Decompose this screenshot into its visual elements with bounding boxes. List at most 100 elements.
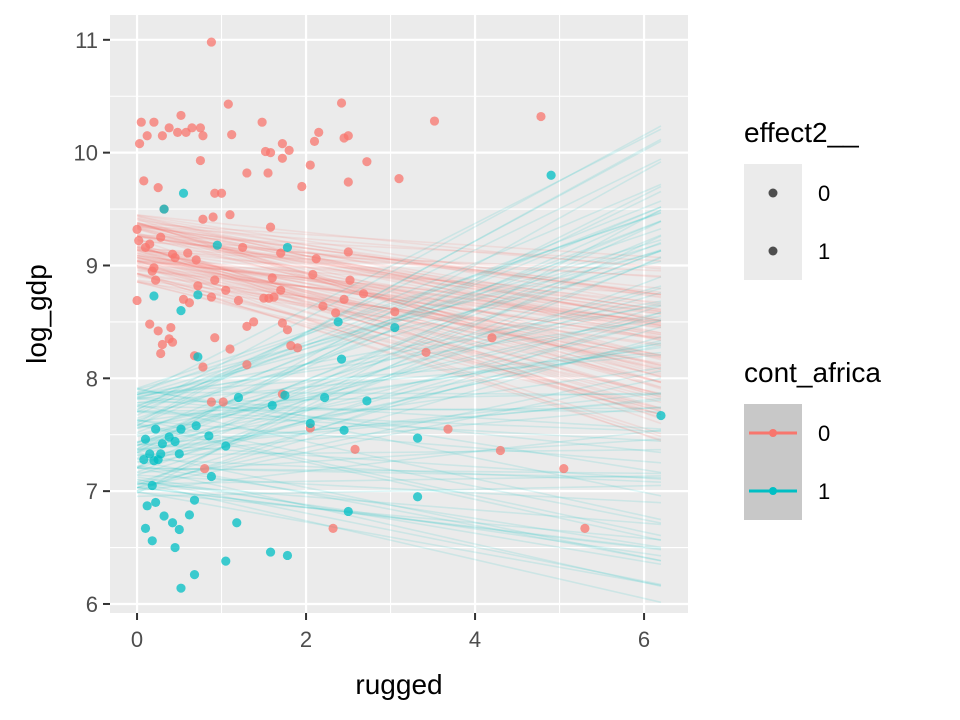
regression-line-group-0 — [136, 272, 662, 441]
regression-line-group-1 — [136, 249, 662, 420]
regression-line-group-0 — [136, 249, 662, 416]
regression-line-group-1 — [136, 260, 662, 399]
regression-line-group-0 — [136, 224, 662, 322]
data-point-group-0 — [206, 397, 217, 407]
data-point-group-0 — [132, 295, 142, 306]
x-axis: 0 2 4 6 — [131, 613, 650, 652]
data-point-group-1 — [147, 480, 157, 491]
y-tick-label: 6 — [86, 592, 98, 617]
regression-line-group-1 — [136, 276, 662, 473]
data-point-group-0 — [394, 174, 404, 184]
regression-line-group-0 — [137, 234, 661, 262]
data-point-group-0 — [421, 347, 431, 357]
data-point-group-0 — [343, 131, 353, 141]
regression-line-group-1 — [136, 206, 662, 426]
data-point-group-0 — [343, 177, 353, 187]
data-point-group-0 — [277, 318, 287, 328]
regression-line-group-0 — [136, 281, 662, 410]
data-point-group-0 — [276, 248, 286, 258]
data-point-group-0 — [495, 445, 506, 456]
regression-line-group-0 — [136, 235, 662, 368]
data-point-group-0 — [223, 99, 233, 109]
legend-effect2: effect2__ 0 1 — [744, 117, 859, 280]
data-point-group-0 — [195, 155, 206, 166]
data-point-group-1 — [212, 240, 222, 250]
data-point-group-0 — [309, 136, 320, 146]
data-point-group-1 — [149, 291, 159, 301]
regression-line-group-0 — [136, 247, 662, 359]
y-axis-title: log_gdp — [21, 264, 52, 364]
regression-line-group-0 — [136, 254, 662, 334]
data-point-group-0 — [147, 266, 157, 276]
regression-line-group-0 — [136, 264, 662, 336]
data-point-group-1 — [170, 542, 180, 553]
data-point-group-0 — [187, 123, 197, 133]
regression-line-group-0 — [136, 225, 662, 296]
regression-line-group-1 — [136, 342, 662, 428]
regression-line-group-1 — [136, 344, 662, 443]
data-point-group-0 — [277, 139, 287, 149]
regression-line-group-0 — [136, 221, 662, 378]
regression-line-group-1 — [136, 486, 662, 551]
regression-line-group-1 — [136, 419, 662, 464]
data-point-group-0 — [218, 397, 228, 407]
regression-line-group-1 — [136, 399, 662, 446]
regression-line-group-0 — [136, 227, 662, 338]
regression-line-group-1 — [137, 391, 661, 396]
data-point-group-0 — [269, 292, 279, 302]
data-point-group-1 — [362, 396, 372, 406]
data-point-group-0 — [429, 116, 440, 126]
data-point-group-0 — [132, 224, 142, 234]
regression-line-group-0 — [136, 235, 662, 307]
regression-line-group-1 — [136, 257, 662, 469]
regression-line-group-1 — [136, 241, 662, 447]
regression-line-group-0 — [136, 215, 662, 342]
legend-cont-africa-dot-0 — [769, 429, 777, 437]
x-axis-title: rugged — [355, 669, 442, 700]
regression-line-group-1 — [136, 318, 662, 398]
regression-line-group-1 — [136, 367, 662, 444]
regression-line-group-1 — [137, 448, 661, 456]
data-point-group-1 — [193, 352, 203, 362]
regression-line-group-0 — [136, 222, 662, 336]
regression-line-group-0 — [136, 225, 662, 326]
data-point-group-0 — [210, 333, 220, 343]
data-point-group-0 — [362, 157, 372, 167]
data-point-group-1 — [282, 550, 293, 561]
regression-line-group-0 — [136, 234, 662, 327]
data-point-group-0 — [339, 294, 349, 304]
regression-line-group-1 — [136, 336, 662, 489]
regression-line-group-0 — [137, 249, 661, 277]
regression-line-group-1 — [136, 140, 662, 424]
data-point-group-1 — [170, 436, 180, 447]
data-point-group-1 — [151, 424, 161, 434]
data-point-group-0 — [580, 523, 590, 533]
major-gridlines — [110, 15, 688, 613]
regression-line-group-0 — [136, 255, 662, 341]
regression-line-group-1 — [136, 486, 662, 550]
regression-line-group-1 — [136, 158, 662, 416]
data-point-group-0 — [276, 285, 286, 295]
data-point-group-1 — [221, 441, 231, 451]
data-point-group-1 — [174, 524, 184, 535]
regression-line-group-1 — [136, 138, 662, 427]
regression-line-group-0 — [136, 245, 662, 389]
regression-line-group-1 — [136, 287, 662, 444]
regression-line-group-0 — [136, 259, 662, 315]
legend-effect2-keys — [744, 164, 802, 280]
regression-line-group-0 — [136, 260, 662, 313]
data-point-group-1 — [204, 431, 214, 441]
regression-line-group-0 — [136, 223, 662, 357]
regression-line-group-1 — [136, 346, 662, 423]
data-point-group-0 — [263, 168, 273, 178]
data-point-group-0 — [336, 98, 347, 108]
regression-line-group-1 — [136, 341, 662, 460]
data-point-group-1 — [320, 392, 330, 403]
data-point-group-0 — [358, 289, 369, 299]
data-point-group-0 — [164, 123, 174, 133]
x-tick-label: 0 — [131, 627, 143, 652]
data-point-group-0 — [139, 176, 149, 186]
regression-line-group-1 — [136, 491, 662, 541]
regression-line-group-0 — [136, 257, 662, 329]
